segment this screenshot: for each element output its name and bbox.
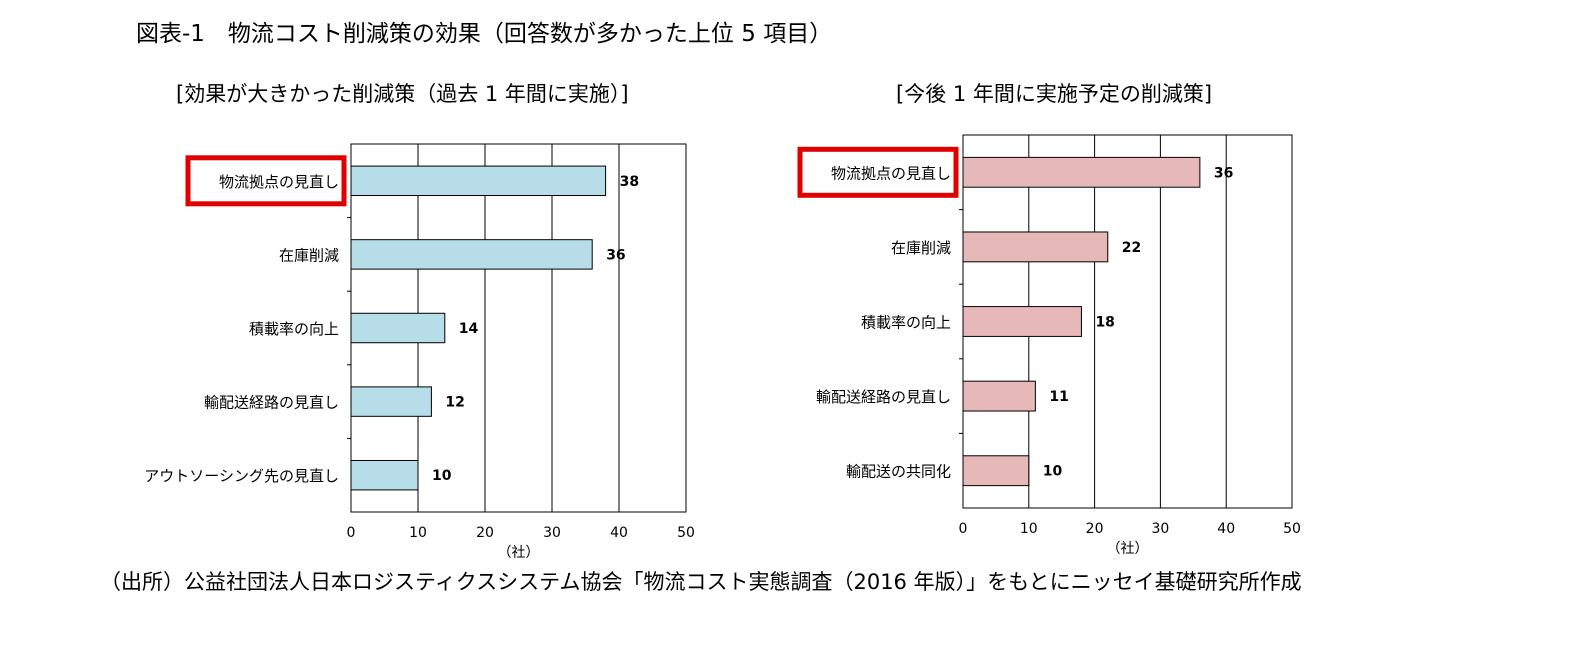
right-bar-value-label: 36 xyxy=(1214,165,1233,181)
left-x-tick-label: 20 xyxy=(476,525,494,541)
left-x-tick-label: 30 xyxy=(543,525,561,541)
right-x-tick-label: 50 xyxy=(1283,521,1301,537)
left-x-tick-label: 0 xyxy=(347,525,356,541)
right-bar xyxy=(962,455,1030,487)
right-category-label: 在庫削減 xyxy=(891,239,951,257)
right-bar-value-label: 10 xyxy=(1043,464,1063,480)
source-note: （出所）公益社団法人日本ロジスティクスシステム協会「物流コスト実態調査（2016… xyxy=(100,570,1302,594)
left-bar-value-label: 12 xyxy=(445,395,464,411)
right-category-label: 輸配送の共同化 xyxy=(846,463,951,481)
right-bar xyxy=(962,380,1036,412)
left-x-tick-label: 50 xyxy=(677,525,695,541)
right-highlight-box xyxy=(797,146,959,198)
right-x-tick-label: 0 xyxy=(959,521,968,537)
left-bar-value-label: 36 xyxy=(606,247,625,263)
right-x-tick-label: 20 xyxy=(1086,521,1104,537)
right-bar-value-label: 22 xyxy=(1122,240,1141,256)
right-x-axis-label: （社） xyxy=(1107,541,1149,557)
left-bar xyxy=(350,312,446,344)
left-x-tick-label: 40 xyxy=(610,525,628,541)
right-x-tick-label: 10 xyxy=(1020,521,1038,537)
left-chart-title: [効果が大きかった削減策（過去 1 年間に実施）] xyxy=(176,82,629,106)
right-x-tick-label: 30 xyxy=(1151,521,1169,537)
right-bar xyxy=(962,156,1201,188)
left-highlight-box xyxy=(185,155,347,207)
right-bar xyxy=(962,231,1109,263)
left-category-label: 輸配送経路の見直し xyxy=(204,394,339,412)
right-bar-value-label: 11 xyxy=(1049,389,1068,405)
left-bar-value-label: 10 xyxy=(432,468,452,484)
right-category-label: 輸配送経路の見直し xyxy=(816,388,951,406)
right-category-label: 積載率の向上 xyxy=(861,314,951,332)
left-category-label: 物流拠点の見直し xyxy=(219,173,339,191)
left-bar xyxy=(350,386,432,417)
left-category-label: アウトソーシング先の見直し xyxy=(144,467,339,485)
right-x-tick-label: 40 xyxy=(1217,521,1235,537)
right-bar-value-label: 18 xyxy=(1095,315,1114,331)
left-x-tick-label: 10 xyxy=(409,525,427,541)
right-bar xyxy=(962,306,1082,337)
left-bar xyxy=(350,165,607,197)
left-x-axis-label: （社） xyxy=(498,545,540,561)
left-category-label: 積載率の向上 xyxy=(249,320,339,338)
figure-title: 図表-1 物流コスト削減策の効果（回答数が多かった上位 5 項目） xyxy=(136,21,833,47)
right-category-label: 物流拠点の見直し xyxy=(831,164,951,182)
left-bar xyxy=(350,459,419,491)
left-category-label: 在庫削減 xyxy=(279,246,339,264)
left-bar xyxy=(350,239,593,270)
right-chart-title: [今後 1 年間に実施予定の削減策] xyxy=(896,82,1213,106)
left-bar-value-label: 14 xyxy=(459,321,479,337)
left-bar-value-label: 38 xyxy=(620,174,639,190)
